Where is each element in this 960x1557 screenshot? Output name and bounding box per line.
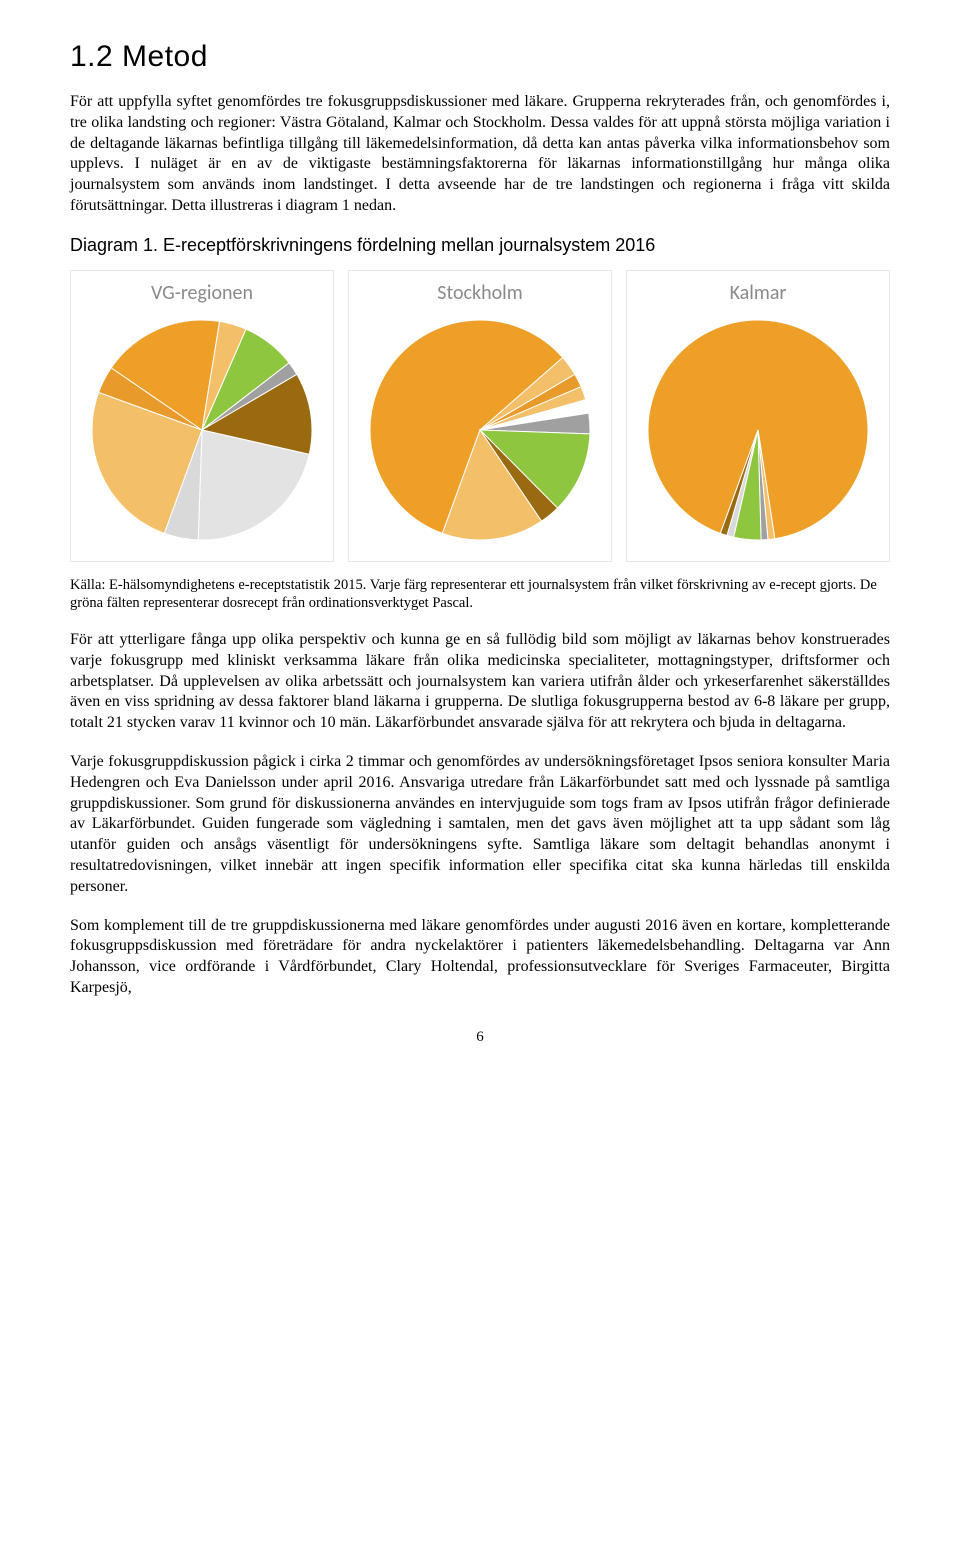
chart-caption: Källa: E-hälsomyndighetens e-receptstati…: [70, 576, 890, 612]
section-heading: 1.2 Metod: [70, 40, 890, 74]
document-page: 1.2 Metod För att uppfylla syftet genomf…: [0, 0, 960, 1086]
chart-title-kalmar: Kalmar: [730, 281, 787, 305]
chart-card-stockholm: Stockholm: [348, 270, 612, 562]
chart-title-stockholm: Stockholm: [437, 281, 522, 305]
diagram-title: Diagram 1. E-receptförskrivningens förde…: [70, 235, 890, 256]
chart-title-vg: VG-regionen: [151, 281, 253, 305]
page-number: 6: [70, 1029, 890, 1046]
chart-card-vg: VG-regionen: [70, 270, 334, 562]
pie-chart-vg: [87, 315, 317, 545]
chart-card-kalmar: Kalmar: [626, 270, 890, 562]
intro-paragraph: För att uppfylla syftet genomfördes tre …: [70, 92, 890, 217]
pie-chart-kalmar: [643, 315, 873, 545]
pie-chart-stockholm: [365, 315, 595, 545]
paragraph-2: För att ytterligare fånga upp olika pers…: [70, 630, 890, 734]
paragraph-4: Som komplement till de tre gruppdiskussi…: [70, 916, 890, 999]
paragraph-3: Varje fokusgruppdiskussion pågick i cirk…: [70, 752, 890, 898]
chart-row: VG-regionen Stockholm Kalmar: [70, 270, 890, 562]
